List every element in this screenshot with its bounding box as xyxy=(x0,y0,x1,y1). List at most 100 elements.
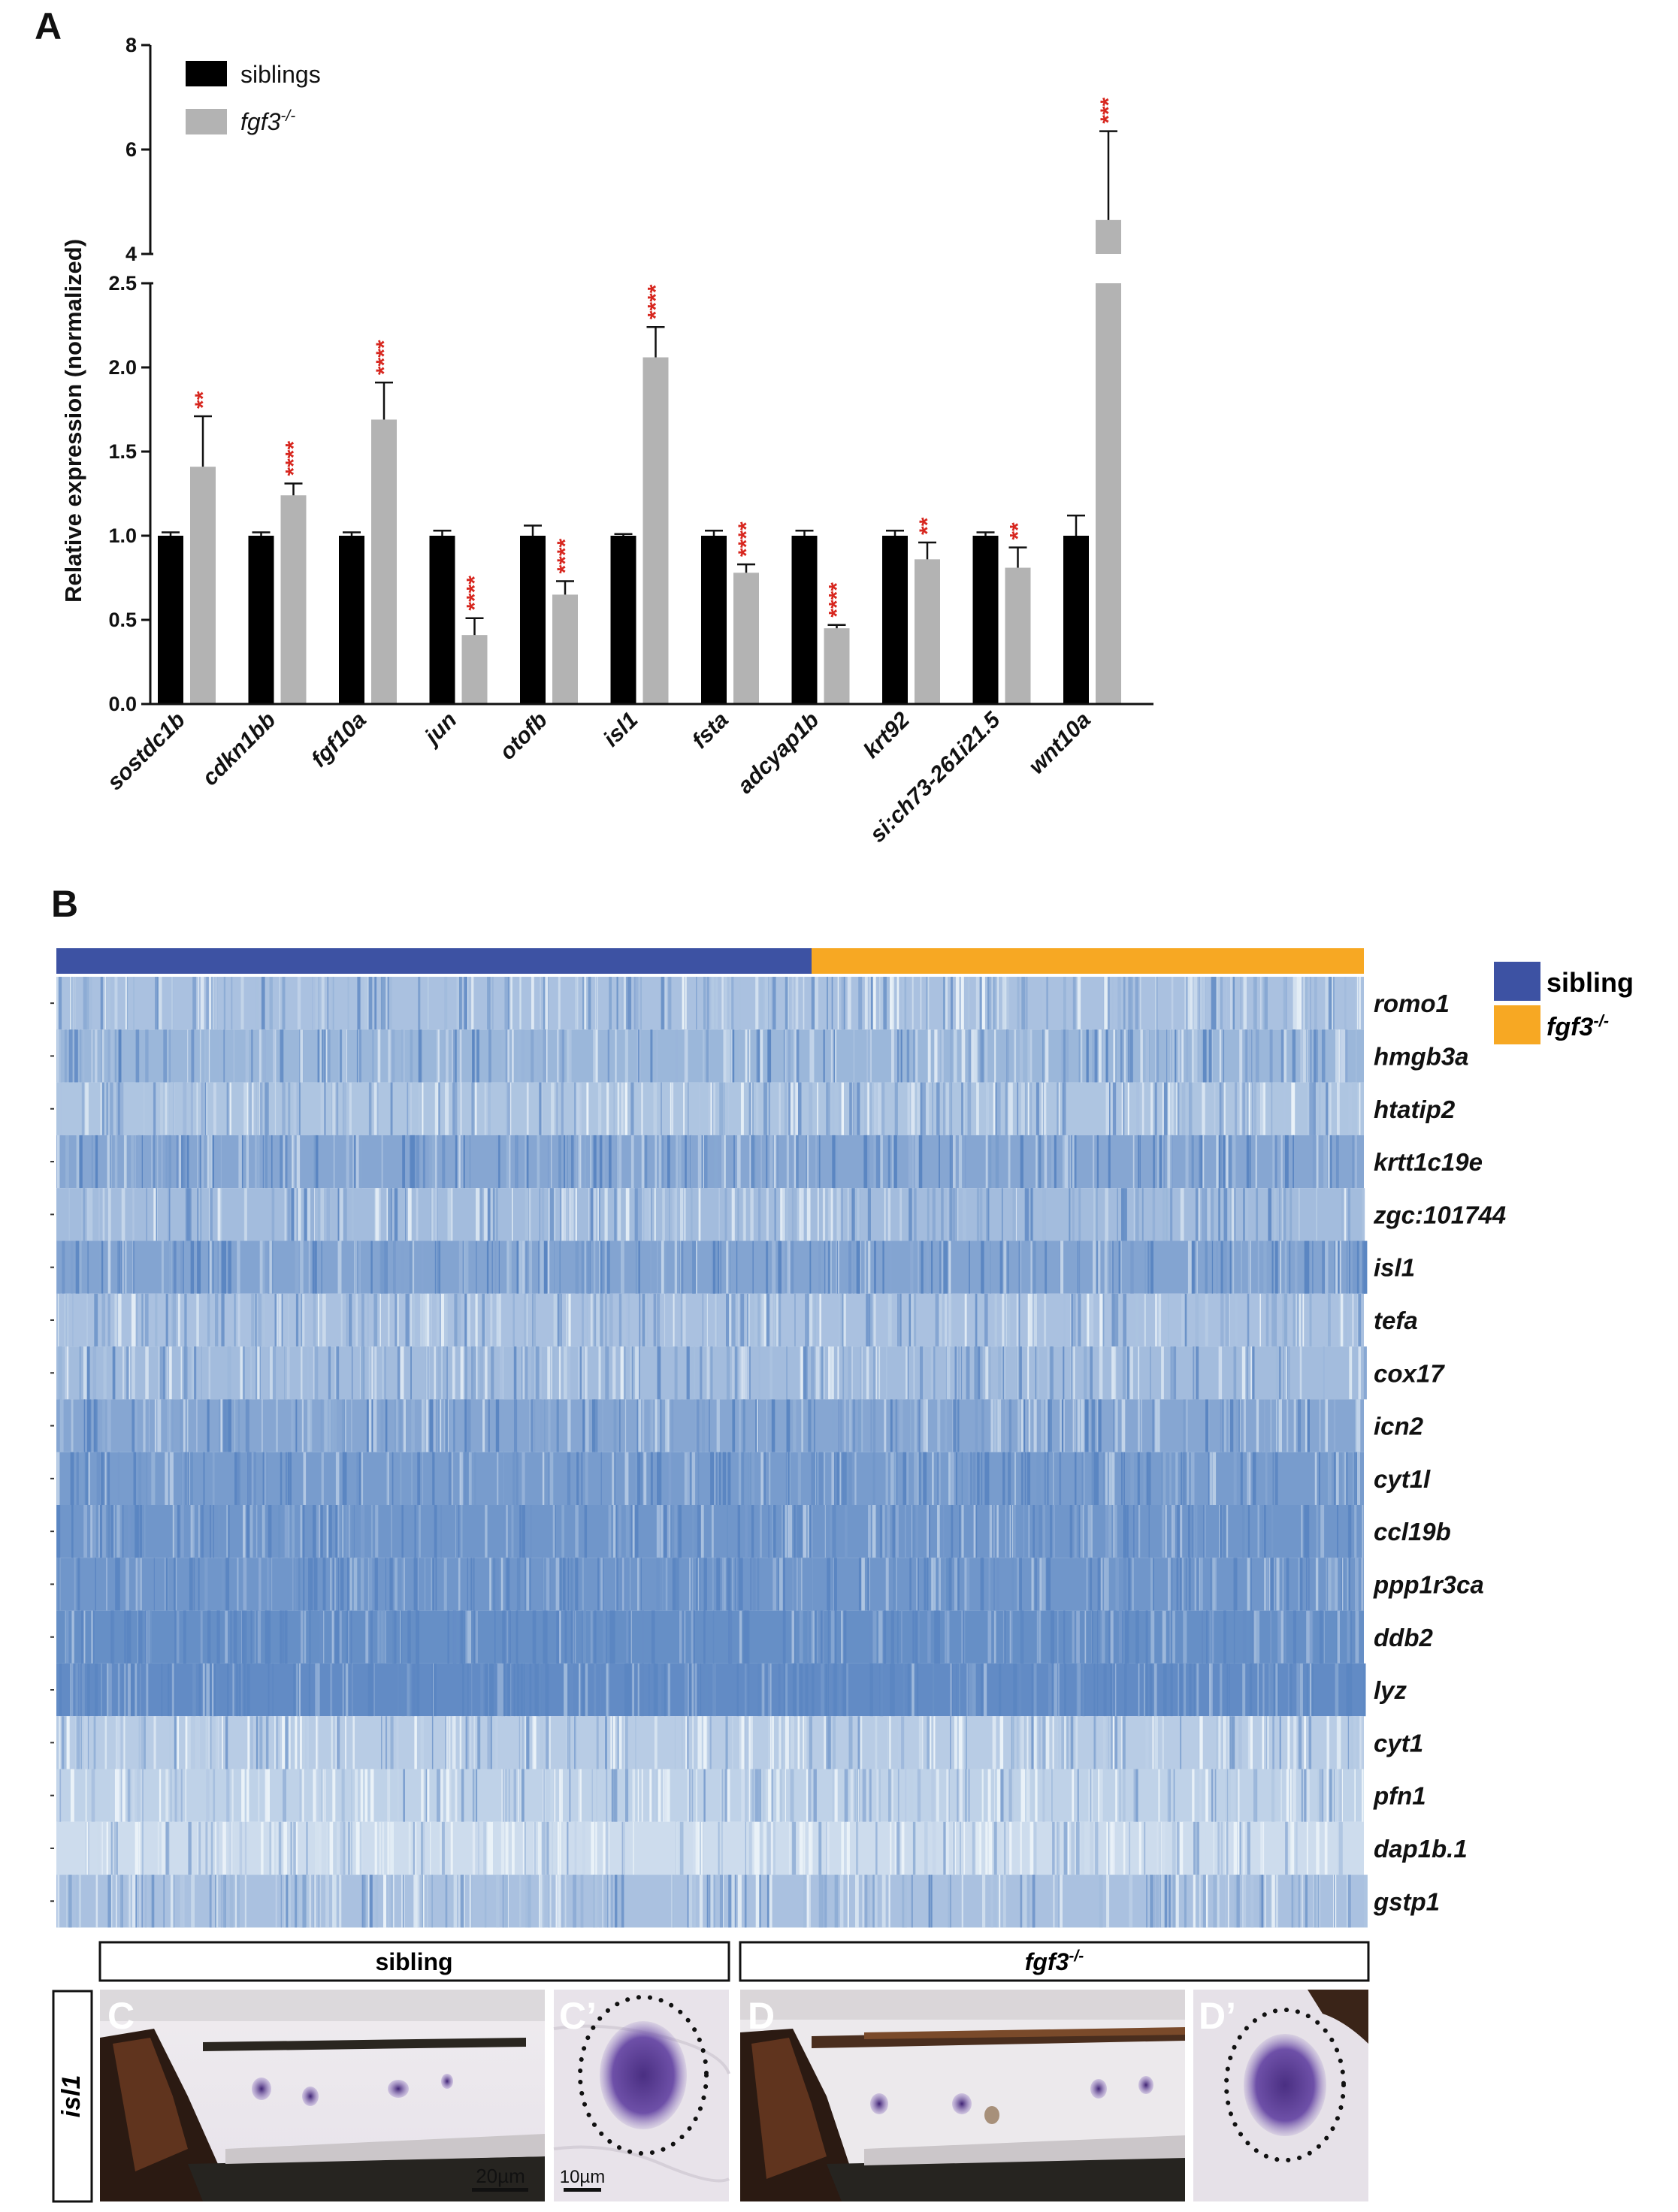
heatmap-cell xyxy=(1002,1875,1006,1928)
heatmap-cell xyxy=(610,1716,612,1769)
heatmap-cell xyxy=(170,1769,172,1822)
heatmap-cell xyxy=(959,1505,961,1558)
heatmap-cell xyxy=(619,1399,621,1452)
heatmap-cell xyxy=(687,1769,690,1822)
heatmap-cell xyxy=(902,977,905,1030)
heatmap-cell xyxy=(80,1716,82,1769)
heatmap-cell xyxy=(1348,1293,1351,1347)
heatmap-cell xyxy=(766,1240,770,1294)
heatmap-cell xyxy=(1218,1135,1220,1189)
heatmap-cell xyxy=(664,1663,666,1717)
heatmap-cell xyxy=(93,1399,96,1452)
heatmap-cell xyxy=(907,1663,911,1717)
heatmap-cell xyxy=(301,1399,304,1452)
heatmap-cell xyxy=(567,1558,570,1611)
heatmap-cell xyxy=(461,1875,464,1928)
heatmap-cell xyxy=(688,1663,690,1717)
heatmap-cell xyxy=(1025,977,1028,1030)
heatmap-cell xyxy=(959,1769,963,1822)
heatmap-cell xyxy=(786,1188,788,1241)
heatmap-cell xyxy=(1283,1029,1286,1083)
heatmap-cell xyxy=(629,977,632,1030)
heatmap-cell xyxy=(298,1558,301,1611)
heatmap-cell xyxy=(833,1663,837,1717)
panel-label-d: D xyxy=(748,1995,775,2037)
heatmap-cell xyxy=(1140,1029,1143,1083)
heatmap-cell xyxy=(1008,1399,1011,1452)
heat-legend-swatch-fgf3 xyxy=(1494,1005,1540,1044)
heatmap-cell xyxy=(1138,1452,1140,1505)
heatmap-cell xyxy=(560,1293,562,1347)
heatmap-cell xyxy=(543,1610,546,1664)
heatmap-cell xyxy=(602,1875,603,1928)
heatmap-cell xyxy=(679,1135,682,1189)
heatmap-cell xyxy=(504,1875,508,1928)
heatmap-cell xyxy=(434,1505,437,1558)
heatmap-cell xyxy=(1111,1240,1114,1294)
heatmap-cell xyxy=(522,1769,525,1822)
heatmap-cell xyxy=(80,1029,81,1083)
heatmap-cell xyxy=(710,1875,714,1928)
heatmap-cell xyxy=(653,1663,656,1717)
heatmap-cell xyxy=(1042,1769,1045,1822)
heatmap-cell xyxy=(758,1346,760,1400)
heatmap-cell xyxy=(1123,1293,1126,1347)
heatmap-cell xyxy=(121,1188,125,1241)
heatmap-cell xyxy=(1248,1240,1250,1294)
heatmap-cell xyxy=(148,1399,150,1452)
heatmap-cell xyxy=(951,977,953,1030)
heatmap-cell xyxy=(744,1663,747,1717)
heatmap-cell xyxy=(207,1135,210,1189)
heatmap-cell xyxy=(892,1505,896,1558)
heatmap-cell xyxy=(692,1240,696,1294)
heatmap-cell xyxy=(1260,977,1262,1030)
legend-swatch-siblings xyxy=(186,61,227,86)
heatmap-cell xyxy=(531,1029,534,1083)
heatmap-cell xyxy=(562,1558,566,1611)
heatmap-cell xyxy=(1032,1769,1035,1822)
heatmap-cell xyxy=(1051,1135,1054,1189)
heatmap-cell xyxy=(729,977,731,1030)
heatmap-cell xyxy=(114,1135,118,1189)
heatmap-cell xyxy=(657,1399,661,1452)
heatmap-cell xyxy=(1357,977,1359,1030)
heatmap-cell xyxy=(289,1716,291,1769)
heatmap-cell xyxy=(198,1558,200,1611)
heatmap-cell xyxy=(1243,1821,1245,1875)
heatmap-cell xyxy=(461,1135,464,1189)
heatmap-cell xyxy=(1244,1875,1247,1928)
heatmap-cell xyxy=(778,1558,780,1611)
heatmap-cell xyxy=(81,1610,83,1664)
heatmap-row-ppp1r3ca xyxy=(56,1558,1364,1611)
heatmap-cell xyxy=(981,1452,983,1505)
heatmap-cell xyxy=(1268,1188,1271,1241)
heatmap-cell xyxy=(1095,1240,1099,1294)
heatmap-cell xyxy=(651,1399,654,1452)
heatmap-cell xyxy=(635,1346,639,1400)
heatmap-cell xyxy=(83,1716,87,1769)
heatmap-cell xyxy=(1335,1769,1338,1822)
heatmap-cell xyxy=(545,977,549,1030)
heatmap-cell xyxy=(418,1082,420,1135)
heatmap-cell xyxy=(1031,1716,1036,1769)
heatmap-cell xyxy=(1250,1875,1254,1928)
heatmap-cell xyxy=(1319,1610,1323,1664)
heatmap-cell xyxy=(348,1821,350,1875)
heatmap-cell xyxy=(202,1505,204,1558)
heatmap-cell xyxy=(315,1821,319,1875)
heatmap-cell xyxy=(216,1875,219,1928)
heatmap-cell xyxy=(172,1293,177,1347)
heatmap-cell xyxy=(561,1029,564,1083)
heatmap-cell xyxy=(298,1875,303,1928)
heatmap-cell xyxy=(1045,1399,1048,1452)
heatmap-cell xyxy=(729,1610,733,1664)
heatmap-cell xyxy=(184,1452,187,1505)
y-tick-label-2.0: 2.0 xyxy=(108,356,137,379)
heatmap-cell xyxy=(374,1821,377,1875)
heatmap-cell xyxy=(977,1452,980,1505)
heatmap-cell xyxy=(402,1135,406,1189)
heatmap-cell xyxy=(824,1452,826,1505)
heatmap-cell xyxy=(994,1029,996,1083)
heatmap-cell xyxy=(240,1135,243,1189)
heatmap-cell xyxy=(1111,1293,1116,1347)
